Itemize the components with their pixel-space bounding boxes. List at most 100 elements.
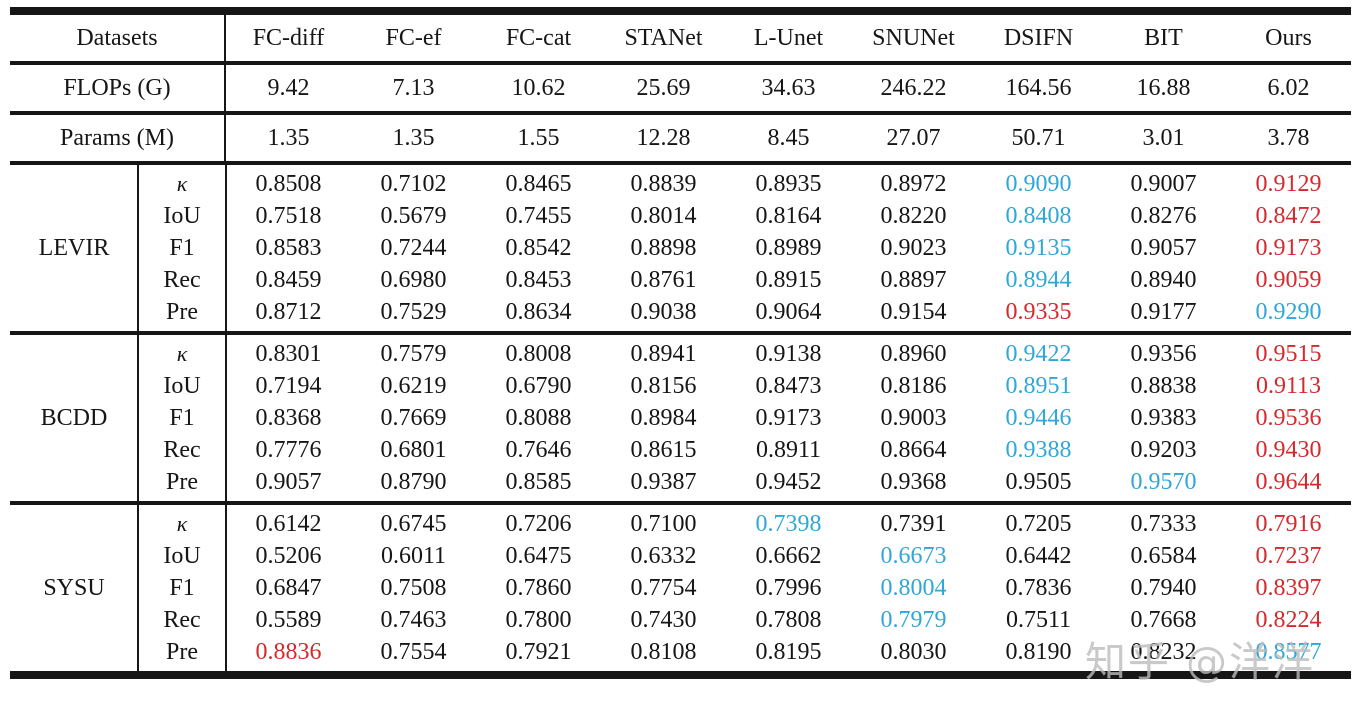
value-cell: 0.7808	[755, 607, 822, 633]
metric-label: κ	[176, 511, 188, 536]
params-value: 8.45	[767, 124, 810, 151]
vertical-rule	[225, 505, 227, 671]
value-cell: 0.9059	[1255, 267, 1322, 293]
value-cell: 0.7463	[380, 607, 447, 633]
value-cell: 0.9388	[1005, 437, 1072, 463]
value-cell: 0.8190	[1005, 639, 1072, 665]
value-cell: 0.9505	[1005, 469, 1072, 495]
method-header-ours: Ours	[1265, 24, 1312, 51]
flops-row-label: FLOPs (G)	[10, 65, 226, 111]
value-cell: 0.8960	[880, 341, 947, 367]
flops-row: FLOPs (G) 9.42 7.13 10.62 25.69 34.63 24…	[10, 65, 1351, 111]
vertical-rule	[225, 335, 227, 501]
value-cell: 0.7916	[1255, 511, 1322, 537]
metric-label: Pre	[166, 639, 198, 665]
flops-value: 16.88	[1136, 74, 1191, 101]
value-cell: 0.8634	[505, 299, 572, 325]
params-value: 1.35	[392, 124, 435, 151]
value-cell: 0.8941	[630, 341, 697, 367]
value-cell: 0.9003	[880, 405, 947, 431]
value-cell: 0.7996	[755, 575, 822, 601]
value-cell: 0.8232	[1130, 639, 1197, 665]
value-cell: 0.9203	[1130, 437, 1197, 463]
value-cell: 0.8156	[630, 373, 697, 399]
value-cell: 0.9057	[255, 469, 322, 495]
value-cell: 0.9368	[880, 469, 947, 495]
value-cell: 0.7776	[255, 437, 322, 463]
value-cell: 0.8836	[255, 639, 322, 665]
value-cell: 0.8030	[880, 639, 947, 665]
flops-divider-rule	[10, 111, 1351, 115]
params-value: 3.78	[1267, 124, 1310, 151]
value-cell: 0.8508	[255, 171, 322, 197]
flops-value: 6.02	[1267, 74, 1310, 101]
value-cell: 0.9387	[630, 469, 697, 495]
value-cell: 0.7205	[1005, 511, 1072, 537]
value-cell: 0.8915	[755, 267, 822, 293]
bcdd-block: BCDD κ 0.8301 0.7579 0.8008 0.8941 0.9138 0.89…	[10, 335, 1351, 501]
value-cell: 0.7646	[505, 437, 572, 463]
value-cell: 0.8473	[755, 373, 822, 399]
value-cell: 0.7398	[755, 511, 822, 537]
value-cell: 0.7979	[880, 607, 947, 633]
value-cell: 0.8453	[505, 267, 572, 293]
value-cell: 0.7391	[880, 511, 947, 537]
method-header-fc-cat: FC-cat	[505, 24, 572, 51]
value-cell: 0.7940	[1130, 575, 1197, 601]
value-cell: 0.7430	[630, 607, 697, 633]
value-cell: 0.7860	[505, 575, 572, 601]
value-cell: 0.6011	[380, 543, 447, 569]
value-cell: 0.8368	[255, 405, 322, 431]
value-cell: 0.6801	[380, 437, 447, 463]
method-header-bit: BIT	[1144, 24, 1183, 51]
value-cell: 0.9090	[1005, 171, 1072, 197]
metric-label: Rec	[163, 437, 201, 463]
levir-divider-rule	[10, 331, 1351, 335]
value-cell: 0.9536	[1255, 405, 1322, 431]
value-cell: 0.8108	[630, 639, 697, 665]
value-cell: 0.8472	[1255, 203, 1322, 229]
method-header-l-unet: L-Unet	[753, 24, 824, 51]
value-cell: 0.9446	[1005, 405, 1072, 431]
method-header-snunet: SNUNet	[872, 24, 955, 51]
params-value: 1.35	[267, 124, 310, 151]
params-row-label: Params (M)	[10, 115, 226, 161]
value-cell: 0.6980	[380, 267, 447, 293]
params-value: 27.07	[886, 124, 941, 151]
value-cell: 0.8276	[1130, 203, 1197, 229]
flops-value: 10.62	[511, 74, 566, 101]
value-cell: 0.8761	[630, 267, 697, 293]
value-cell: 0.7668	[1130, 607, 1197, 633]
value-cell: 0.9430	[1255, 437, 1322, 463]
value-cell: 0.7237	[1255, 543, 1322, 569]
method-header-stanet: STANet	[624, 24, 703, 51]
value-cell: 0.7244	[380, 235, 447, 261]
value-cell: 0.8984	[630, 405, 697, 431]
method-header-fc-diff: FC-diff	[252, 24, 325, 51]
vertical-rule	[137, 505, 139, 671]
value-cell: 0.7206	[505, 511, 572, 537]
value-cell: 0.8224	[1255, 607, 1322, 633]
value-cell: 0.9452	[755, 469, 822, 495]
value-cell: 0.7333	[1130, 511, 1197, 537]
value-cell: 0.7455	[505, 203, 572, 229]
value-cell: 0.9356	[1130, 341, 1197, 367]
value-cell: 0.8972	[880, 171, 947, 197]
value-cell: 0.6442	[1005, 543, 1072, 569]
value-cell: 0.6142	[255, 511, 322, 537]
header-divider-rule	[10, 61, 1351, 65]
value-cell: 0.7754	[630, 575, 697, 601]
value-cell: 0.8465	[505, 171, 572, 197]
value-cell: 0.6790	[505, 373, 572, 399]
metric-label: F1	[169, 575, 195, 601]
value-cell: 0.7554	[380, 639, 447, 665]
value-cell: 0.8898	[630, 235, 697, 261]
value-cell: 0.9023	[880, 235, 947, 261]
value-cell: 0.5589	[255, 607, 322, 633]
metric-label: Rec	[163, 267, 201, 293]
value-cell: 0.9515	[1255, 341, 1322, 367]
value-cell: 0.7100	[630, 511, 697, 537]
value-cell: 0.6673	[880, 543, 947, 569]
value-cell: 0.7921	[505, 639, 572, 665]
table-top-rule	[10, 7, 1351, 15]
